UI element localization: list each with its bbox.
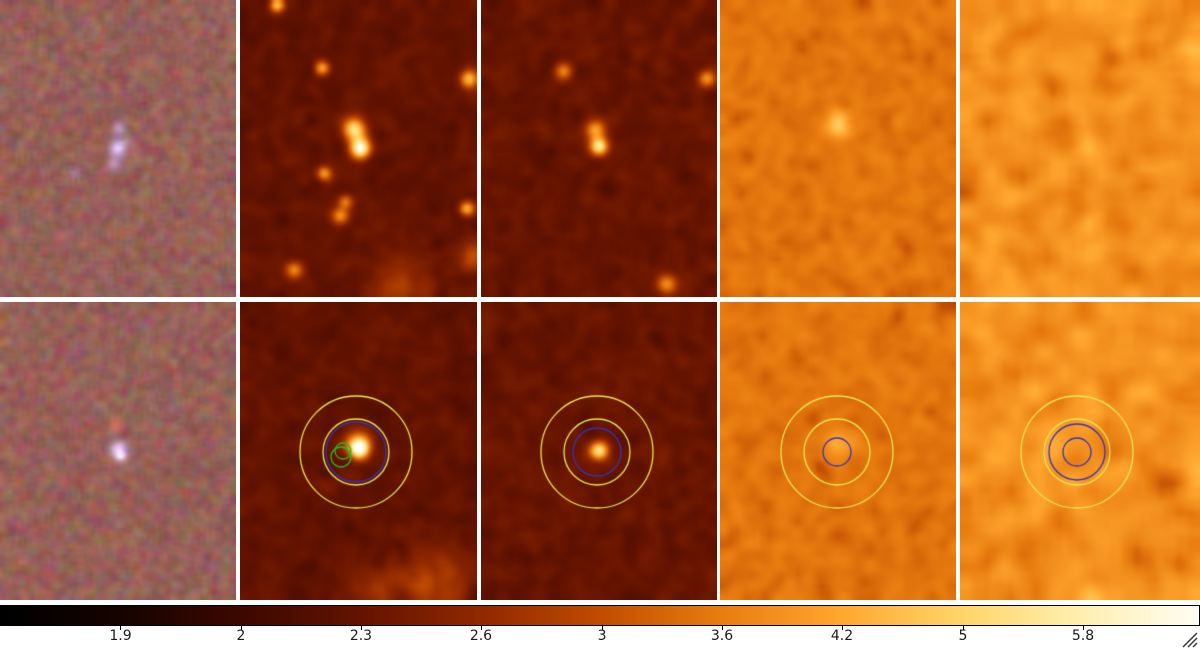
colorbar-tick bbox=[360, 625, 362, 630]
colorbar-tick bbox=[963, 625, 964, 630]
colorbar-tick bbox=[480, 625, 482, 630]
frame-band3-top[interactable] bbox=[720, 0, 956, 297]
band3-aperture-canvas bbox=[720, 302, 956, 600]
frame-rgb-bottom[interactable] bbox=[0, 302, 236, 600]
colorbar-tick bbox=[1083, 625, 1084, 630]
colorbar-tick bbox=[722, 625, 724, 630]
frame-band2-bottom[interactable] bbox=[481, 302, 717, 600]
colorbar-tick-label: 4.2 bbox=[830, 628, 854, 644]
resize-grip-icon[interactable] bbox=[1181, 632, 1199, 648]
band1-aperture-canvas bbox=[240, 302, 477, 600]
frame-band3-bottom[interactable] bbox=[720, 302, 956, 600]
band4-image-canvas bbox=[960, 0, 1200, 297]
colorbar-tick bbox=[240, 625, 242, 630]
colorbar-tick-label: 3 bbox=[597, 628, 607, 644]
frame-band4-top[interactable] bbox=[960, 0, 1200, 297]
colorbar-tick-label: 3.6 bbox=[710, 628, 734, 644]
band4-aperture-canvas bbox=[960, 302, 1200, 600]
frame-rgb-top[interactable] bbox=[0, 0, 236, 297]
rgb-image-canvas bbox=[0, 0, 236, 297]
colorbar[interactable] bbox=[0, 605, 1200, 626]
colorbar-tick bbox=[120, 625, 122, 630]
colorbar-tick bbox=[602, 625, 604, 630]
band3-image-canvas bbox=[720, 0, 956, 297]
frame-band4-bottom[interactable] bbox=[960, 302, 1200, 600]
colorbar-tick-label: 2.3 bbox=[349, 628, 373, 644]
colorbar-tick-label: 2.6 bbox=[469, 628, 493, 644]
band1-image-canvas bbox=[240, 0, 477, 297]
colorbar-tick-label: 2 bbox=[236, 628, 246, 644]
colorbar-tick bbox=[842, 625, 844, 630]
frame-band1-bottom[interactable] bbox=[240, 302, 477, 600]
frame-band1-top[interactable] bbox=[240, 0, 477, 297]
frame-band2-top[interactable] bbox=[481, 0, 717, 297]
colorbar-tick-label: 5.8 bbox=[1071, 628, 1095, 644]
band2-image-canvas bbox=[481, 0, 717, 297]
colorbar-tick-label: 1.9 bbox=[109, 628, 132, 644]
colorbar-tick-label: 5 bbox=[958, 628, 968, 644]
rgb-image-canvas bbox=[0, 302, 236, 600]
band2-aperture-canvas bbox=[481, 302, 717, 600]
